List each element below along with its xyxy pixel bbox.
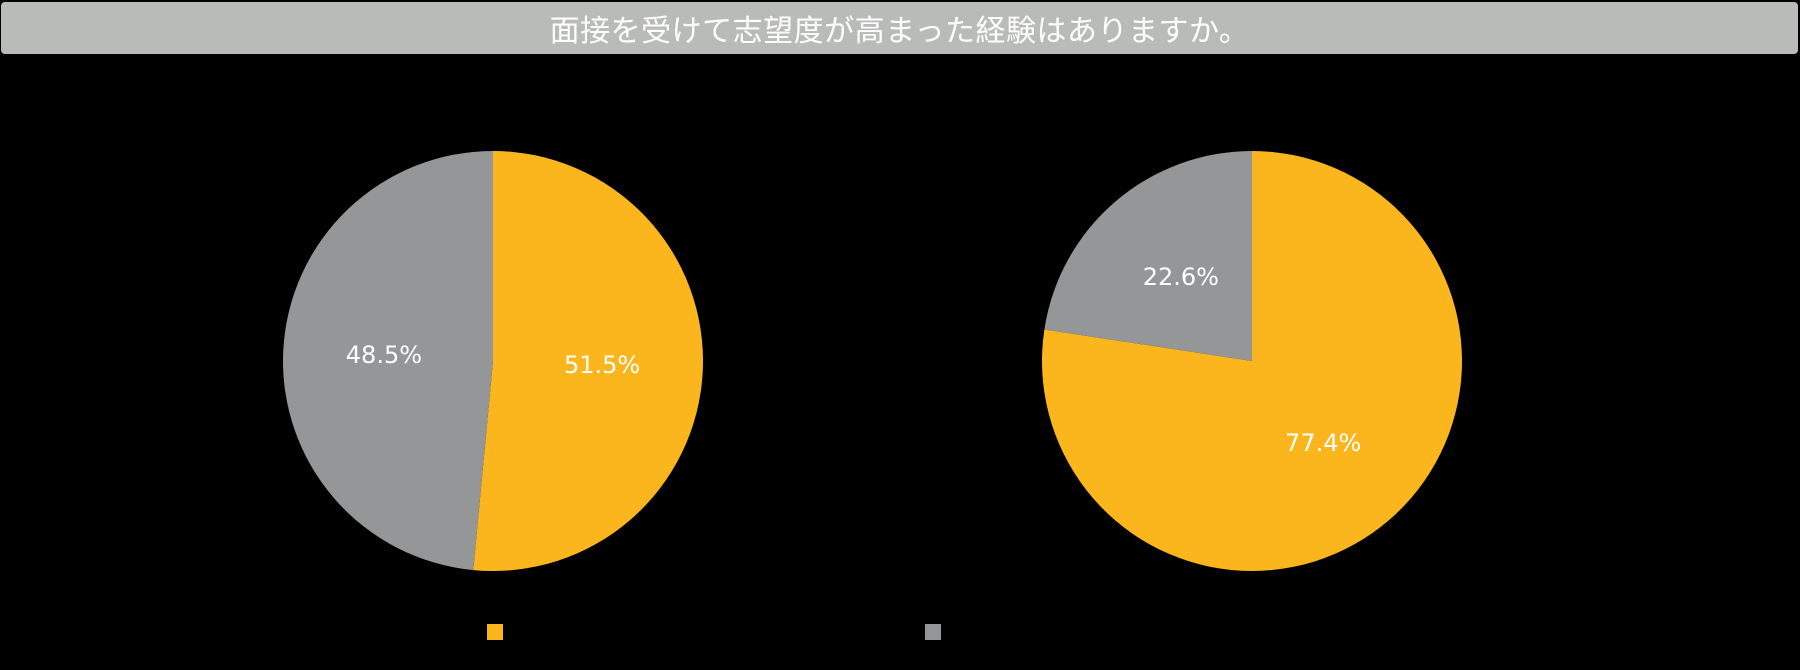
pie2-slice-1 (1042, 151, 1462, 572)
pie2-label-2: 22.6% (1143, 263, 1219, 291)
pie2-slice-2 (1044, 151, 1252, 361)
legend-swatch-2 (925, 624, 941, 640)
chart-title-bar: 面接を受けて志望度が高まった経験はありますか。 (1, 2, 1798, 54)
legend-item-1 (487, 624, 503, 640)
pie1-label-2: 48.5% (346, 341, 422, 369)
legend-swatch-1 (487, 624, 503, 640)
pie2-label-1: 77.4% (1285, 429, 1361, 457)
pie1-slice-2 (282, 151, 493, 571)
pie1-label-1: 51.5% (564, 351, 640, 379)
chart-title: 面接を受けて志望度が高まった経験はありますか。 (549, 14, 1250, 49)
pie1-slice-1 (473, 151, 703, 571)
legend-item-2 (925, 624, 941, 640)
